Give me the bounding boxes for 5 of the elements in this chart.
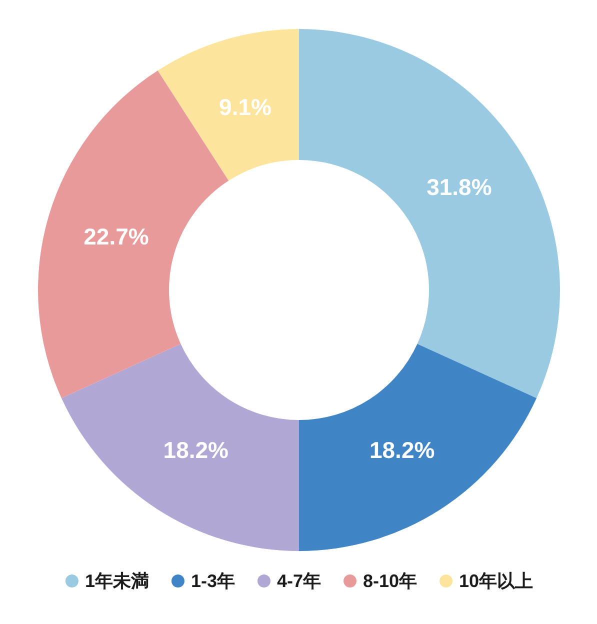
legend-label: 4-7年 — [276, 571, 321, 591]
legend-label: 10年以上 — [459, 571, 534, 591]
legend-label: 1年未満 — [84, 571, 149, 591]
legend-label: 1-3年 — [190, 571, 235, 591]
legend-label: 8-10年 — [362, 571, 418, 591]
